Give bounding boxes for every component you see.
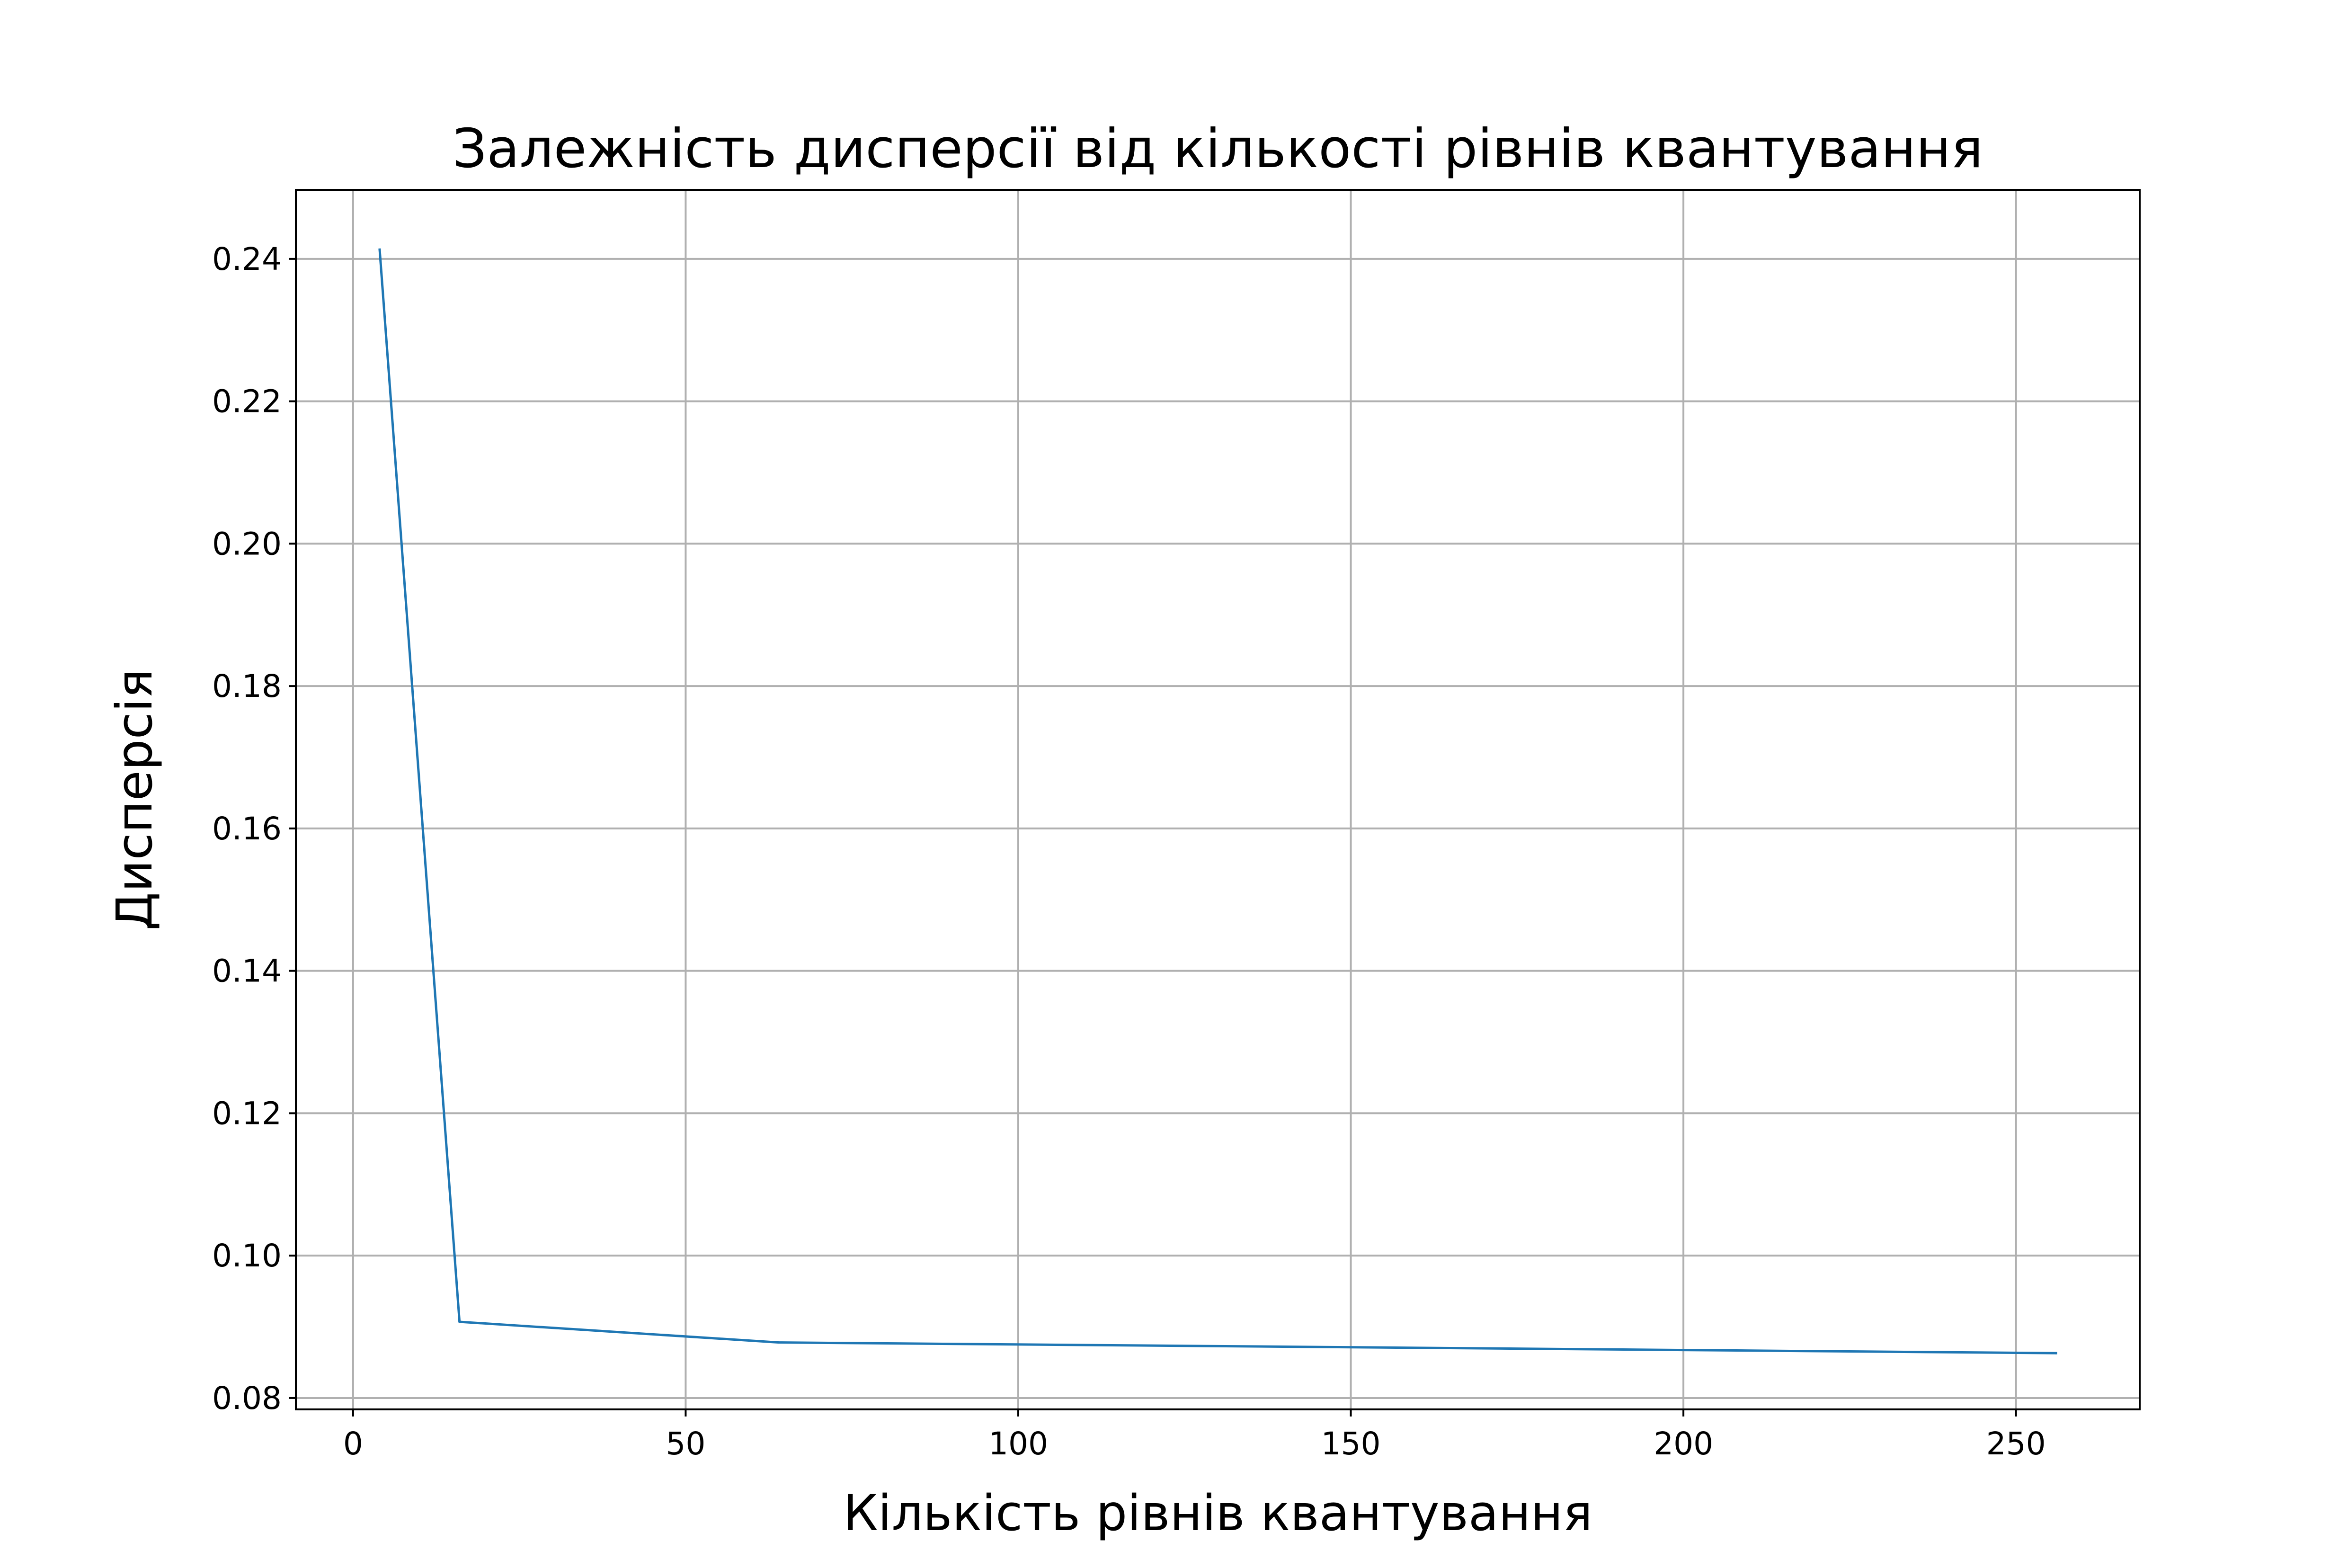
y-tick-label: 0.16 <box>212 811 282 847</box>
grid <box>296 190 2140 1409</box>
chart-title: Залежність дисперсії від кількості рівні… <box>453 117 1983 180</box>
data-point <box>777 1341 780 1344</box>
plot-frame <box>295 189 2141 1410</box>
y-tick-label: 0.08 <box>212 1380 282 1417</box>
x-tick-label: 50 <box>666 1425 705 1462</box>
ticks: 0 50 100 150 200 250 0.08 0.10 0.12 0.14 0.16 0.18 0… <box>212 241 2046 1462</box>
data-point <box>378 248 381 251</box>
series-line <box>378 248 2057 1354</box>
data-point <box>2054 1352 2057 1354</box>
x-tick-label: 250 <box>1986 1425 2046 1462</box>
y-tick-label: 0.24 <box>212 241 282 277</box>
data-point <box>458 1320 461 1323</box>
x-axis-label: Кількість рівнів квантування <box>843 1484 1592 1542</box>
y-axis-label: Дисперсія <box>106 669 163 931</box>
x-tick-label: 200 <box>1654 1425 1713 1462</box>
x-tick-label: 150 <box>1321 1425 1381 1462</box>
y-tick-label: 0.14 <box>212 953 282 989</box>
y-tick-label: 0.20 <box>212 526 282 562</box>
y-tick-label: 0.22 <box>212 383 282 420</box>
y-tick-label: 0.12 <box>212 1095 282 1131</box>
y-tick-label: 0.10 <box>212 1238 282 1274</box>
x-tick-label: 0 <box>343 1425 363 1462</box>
y-tick-label: 0.18 <box>212 668 282 704</box>
series-layer <box>378 248 2057 1354</box>
x-tick-label: 100 <box>988 1425 1048 1462</box>
